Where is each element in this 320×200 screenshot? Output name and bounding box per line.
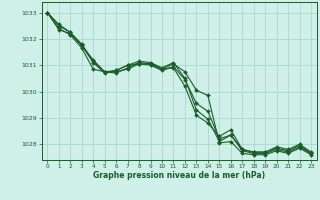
X-axis label: Graphe pression niveau de la mer (hPa): Graphe pression niveau de la mer (hPa) [93, 171, 265, 180]
